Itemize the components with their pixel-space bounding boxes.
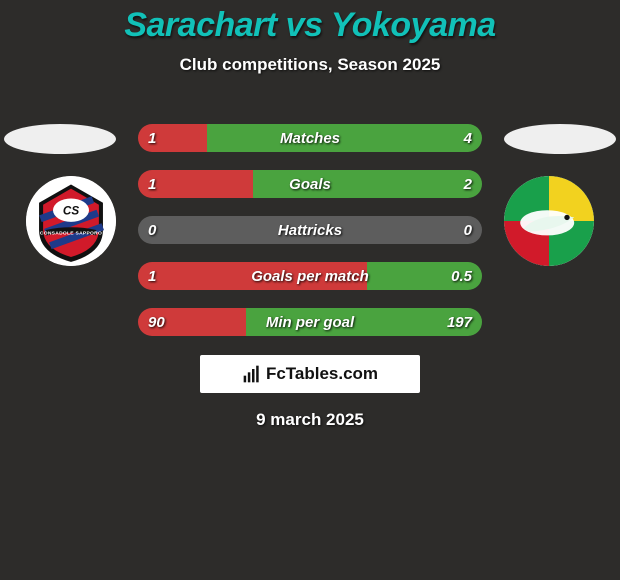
stat-label: Hattricks xyxy=(138,222,482,239)
stat-row: 00Hattricks xyxy=(138,216,482,244)
brand-link[interactable]: FcTables.com xyxy=(200,355,420,393)
stat-label: Goals per match xyxy=(138,268,482,285)
stat-row: 10.5Goals per match xyxy=(138,262,482,290)
stat-label: Goals xyxy=(138,176,482,193)
stat-row: 12Goals xyxy=(138,170,482,198)
player-photo-left xyxy=(4,124,116,154)
svg-text:CS: CS xyxy=(63,205,79,218)
stat-label: Matches xyxy=(138,130,482,147)
svg-text:CONSADOLE SAPPORO: CONSADOLE SAPPORO xyxy=(40,231,102,237)
stat-row: 14Matches xyxy=(138,124,482,152)
subtitle: Club competitions, Season 2025 xyxy=(0,55,620,75)
page-title: Sarachart vs Yokoyama xyxy=(0,0,620,45)
consadole-sapporo-logo: CS CONSADOLE SAPPORO xyxy=(26,176,116,266)
stat-label: Min per goal xyxy=(138,314,482,331)
brand-text: FcTables.com xyxy=(266,364,378,384)
date-line: 9 march 2025 xyxy=(0,410,620,430)
club-badge-left: CS CONSADOLE SAPPORO xyxy=(26,176,116,266)
player-photo-right xyxy=(504,124,616,154)
club-badge-right xyxy=(504,176,594,266)
stats-container: 14Matches 12Goals 00Hattricks 10.5Goals per… xyxy=(138,124,482,354)
stat-row: 90197Min per goal xyxy=(138,308,482,336)
bar-chart-icon xyxy=(242,364,262,384)
jef-united-logo xyxy=(504,176,594,266)
